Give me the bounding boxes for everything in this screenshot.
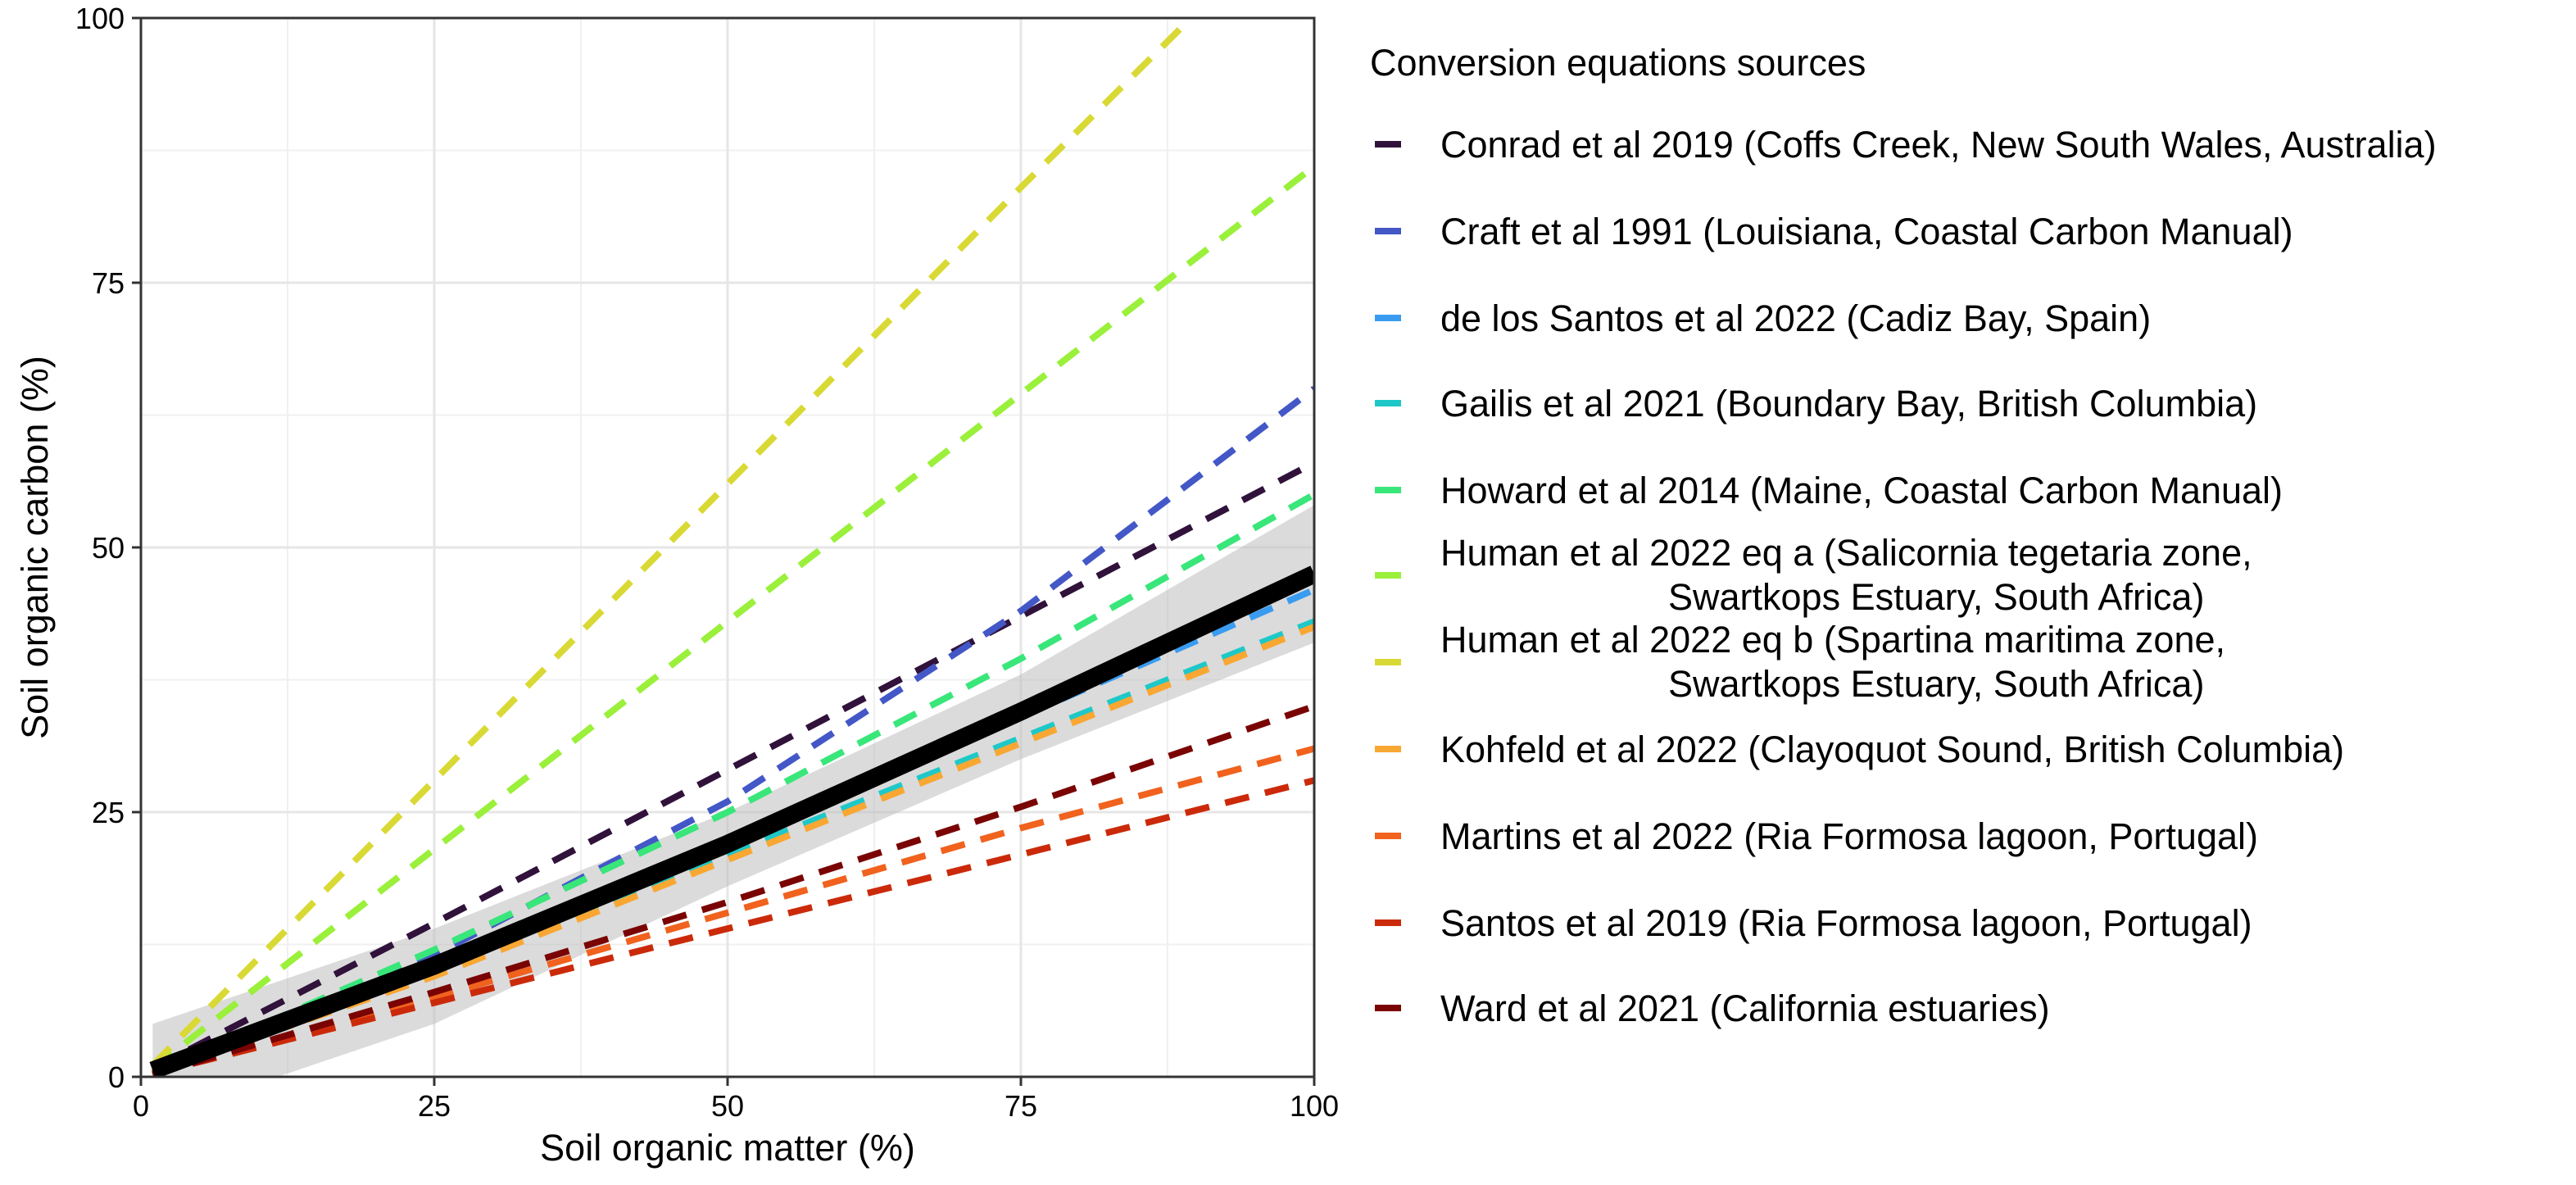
legend-label: Gailis et al 2021 (Boundary Bay, British… — [1440, 383, 2257, 425]
series-line-9 — [152, 745, 1314, 1077]
legend-label: de los Santos et al 2022 (Cadiz Bay, Spa… — [1440, 297, 2151, 339]
series-line-10 — [152, 777, 1314, 1077]
y-axis-title: Soil organic carbon (%) — [14, 356, 56, 739]
legend-item: Gailis et al 2021 (Boundary Bay, British… — [1375, 383, 2257, 425]
legend-item: de los Santos et al 2022 (Cadiz Bay, Spa… — [1375, 297, 2151, 339]
legend-label: Conrad et al 2019 (Coffs Creek, New Sout… — [1440, 124, 2437, 166]
x-tick-label: 25 — [418, 1089, 451, 1123]
legend-item: Martins et al 2022 (Ria Formosa lagoon, … — [1375, 815, 2258, 857]
series-line-4 — [151, 618, 1314, 1076]
fit-layer — [149, 565, 1314, 1077]
grid — [139, 16, 1316, 1078]
legend-label: Martins et al 2022 (Ria Formosa lagoon, … — [1440, 815, 2258, 857]
series-line-5 — [151, 491, 1314, 1076]
legend-item: Kohfeld et al 2022 (Clayoquot Sound, Bri… — [1375, 729, 2344, 770]
y-tick-label: 25 — [92, 796, 125, 829]
series-line-2 — [151, 386, 1314, 1076]
series-line-7 — [150, 18, 1194, 1068]
fitted-line — [149, 565, 1314, 1077]
x-tick-label: 100 — [1290, 1089, 1339, 1123]
legend-item: Craft et al 1991 (Louisiana, Coastal Car… — [1375, 211, 2293, 252]
legend-item: Howard et al 2014 (Maine, Coastal Carbon… — [1375, 470, 2283, 511]
y-tick-label: 75 — [92, 266, 125, 300]
x-tick-label: 50 — [711, 1089, 744, 1123]
series-line-1 — [151, 460, 1314, 1072]
legend-label: Kohfeld et al 2022 (Clayoquot Sound, Bri… — [1440, 729, 2344, 770]
y-tick-label: 0 — [108, 1060, 125, 1094]
legend-item: Human et al 2022 eq a (Salicornia tegeta… — [1375, 532, 2252, 618]
y-tick-label: 100 — [75, 2, 125, 35]
legend-label: Santos et al 2019 (Ria Formosa lagoon, P… — [1440, 902, 2252, 944]
legend-label: Swartkops Estuary, South Africa) — [1668, 663, 2204, 705]
legend-label: Ward et al 2021 (California estuaries) — [1440, 988, 2050, 1029]
legend-label: Human et al 2022 eq a (Salicornia tegeta… — [1440, 532, 2252, 574]
confidence-band — [152, 505, 1314, 1077]
x-axis-title: Soil organic matter (%) — [540, 1127, 915, 1169]
legend-label: Swartkops Estuary, South Africa) — [1668, 576, 2204, 618]
y-tick-label: 50 — [92, 531, 125, 565]
legend-label: Craft et al 1991 (Louisiana, Coastal Car… — [1440, 211, 2293, 252]
legend-title: Conversion equations sources — [1370, 42, 1866, 84]
legend-label: Howard et al 2014 (Maine, Coastal Carbon… — [1440, 470, 2283, 511]
x-tick-label: 0 — [133, 1089, 149, 1123]
legend-item: Human et al 2022 eq b (Spartina maritima… — [1375, 619, 2225, 705]
legend-item: Ward et al 2021 (California estuaries) — [1375, 988, 2050, 1029]
legend-item: Santos et al 2019 (Ria Formosa lagoon, P… — [1375, 902, 2252, 944]
x-tick-label: 75 — [1005, 1089, 1037, 1123]
legend-item: Conrad et al 2019 (Coffs Creek, New Sout… — [1375, 124, 2437, 166]
confidence-band-layer — [152, 505, 1314, 1077]
legend-label: Human et al 2022 eq b (Spartina maritima… — [1440, 619, 2225, 661]
series-line-8 — [152, 624, 1314, 1076]
axes: 0 25 50 75 100 0 25 50 75 100 — [75, 2, 1339, 1123]
legend: Conversion equations sources Conrad et a… — [1370, 42, 2437, 1029]
